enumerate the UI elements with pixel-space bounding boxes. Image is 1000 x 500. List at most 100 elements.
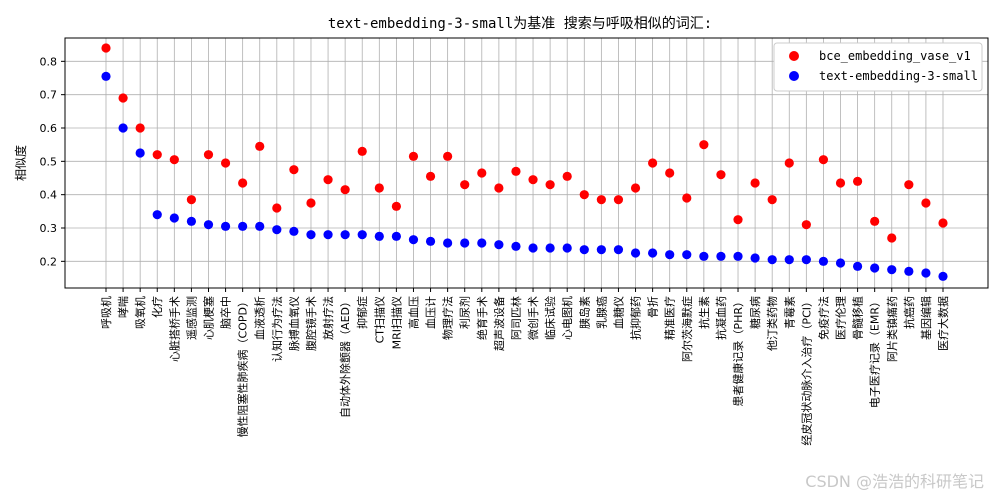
point-openai: [391, 231, 401, 241]
y-axis-label: 相似度: [13, 145, 28, 181]
point-bce: [648, 158, 658, 168]
x-tick-label: 阿片类镇痛药: [885, 296, 899, 362]
point-openai: [716, 251, 726, 261]
point-openai: [767, 255, 777, 265]
data-points: [101, 43, 948, 281]
point-bce: [118, 93, 128, 103]
x-tick-label: 免疫疗法: [816, 296, 830, 340]
legend-label-openai: text-embedding-3-small: [819, 69, 978, 83]
x-tick-label: 认知行为疗法: [270, 296, 284, 362]
point-bce: [938, 218, 948, 228]
point-bce: [818, 155, 829, 165]
point-openai: [135, 148, 145, 158]
point-bce: [391, 201, 401, 211]
x-tick-label: 青霉素: [783, 296, 796, 329]
point-bce: [716, 170, 726, 180]
point-bce: [494, 183, 504, 193]
point-bce: [323, 175, 333, 185]
point-openai: [630, 248, 641, 258]
point-bce: [152, 150, 162, 160]
y-axis: 0.2 0.3 0.4 0.5 0.6 0.7 0.8: [40, 55, 65, 268]
x-tick-label: 骨髓移植: [851, 296, 865, 340]
x-tick-label: 他汀类药物: [765, 296, 779, 351]
y-tick-label: 0.2: [40, 255, 58, 268]
legend-marker-openai: [789, 71, 799, 81]
x-tick-label: 脑卒中: [219, 296, 233, 329]
point-bce: [767, 195, 777, 205]
point-openai: [374, 231, 384, 241]
plot-area: [64, 37, 989, 289]
x-tick-label: 高血压: [406, 296, 420, 329]
x-tick-label: 遥感监测: [185, 296, 198, 340]
point-openai: [152, 210, 162, 220]
legend-box: [773, 42, 983, 92]
point-bce: [272, 203, 282, 213]
point-openai: [545, 243, 555, 253]
point-bce: [408, 151, 419, 161]
legend: bce_embedding_vase_v1 text-embedding-3-s…: [773, 42, 983, 92]
point-bce: [750, 178, 760, 188]
point-openai: [921, 268, 931, 278]
point-bce: [870, 216, 880, 226]
point-bce: [220, 158, 231, 168]
point-bce: [255, 141, 265, 151]
point-openai: [938, 271, 948, 281]
point-openai: [203, 220, 214, 230]
x-axis: 呼吸机 哮喘 吸氧机 化疗 心脏搭桥手术 遥感监测 心肌梗塞 脑卒中 慢性阻塞性肺疾病（COPD…: [99, 288, 950, 446]
point-bce: [887, 233, 897, 243]
point-bce: [852, 176, 863, 186]
point-bce: [921, 198, 931, 208]
x-tick-label: 利尿剂: [458, 296, 472, 329]
x-tick-label: 化疗: [150, 296, 164, 318]
x-tick-label: 慢性阻塞性肺疾病（COPD）: [236, 296, 250, 437]
point-openai: [238, 221, 248, 231]
point-openai: [699, 251, 709, 261]
point-openai: [443, 238, 453, 248]
x-tick-label: 抗抑郁药: [629, 296, 643, 340]
y-tick-label: 0.8: [40, 55, 58, 68]
point-bce: [562, 171, 572, 181]
x-tick-label: 经皮冠状动脉介入治疗（PCI）: [799, 296, 813, 446]
point-bce: [801, 220, 811, 230]
x-tick-label: 糖尿病: [748, 296, 762, 329]
point-openai: [323, 230, 333, 240]
x-tick-label: 抗凝血药: [714, 296, 728, 340]
point-bce: [135, 123, 145, 133]
point-openai: [460, 238, 470, 248]
point-bce: [460, 180, 470, 190]
point-openai: [186, 216, 197, 226]
x-tick-label: 绝育手术: [475, 296, 489, 340]
point-openai: [357, 230, 367, 240]
x-tick-label: MRI扫描仪: [389, 296, 403, 349]
point-openai: [169, 213, 179, 223]
point-bce: [733, 215, 743, 225]
point-openai: [596, 245, 606, 255]
y-tick-label: 0.7: [40, 89, 58, 102]
x-tick-label: 乳腺癌: [594, 296, 608, 329]
x-tick-label: 血糖仪: [611, 296, 625, 329]
x-tick-label: 自动体外除颤器（AED）: [338, 296, 352, 418]
point-bce: [545, 180, 555, 190]
x-tick-label: 心肌梗塞: [201, 296, 215, 340]
point-openai: [870, 263, 880, 273]
chart-title: text-embedding-3-small为基准 搜索与呼吸相似的词汇:: [328, 15, 712, 32]
point-openai: [306, 230, 316, 240]
point-openai: [255, 221, 265, 231]
point-openai: [648, 248, 658, 258]
point-openai: [528, 243, 538, 253]
point-bce: [682, 193, 692, 203]
point-openai: [562, 243, 572, 253]
x-tick-label: 抗癌药: [902, 296, 916, 329]
x-tick-label: 腹腔镜手术: [304, 296, 318, 351]
point-openai: [801, 255, 811, 265]
point-bce: [203, 150, 214, 160]
x-tick-label: CT扫描仪: [372, 296, 386, 343]
x-tick-label: 抗生素: [697, 296, 711, 329]
point-bce: [443, 151, 453, 161]
x-tick-label: 微创手术: [526, 296, 540, 340]
y-tick-label: 0.5: [40, 155, 58, 168]
point-openai: [784, 255, 794, 265]
x-tick-label: 医疗大数据: [936, 296, 950, 351]
point-openai: [818, 256, 829, 266]
